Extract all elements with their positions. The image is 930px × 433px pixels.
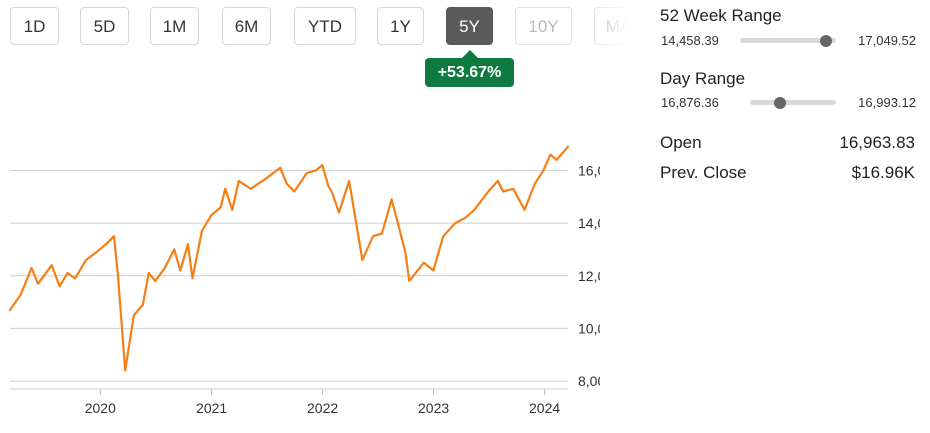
range-button-5d[interactable]: 5D [80, 7, 129, 45]
range-button-1y[interactable]: 1Y [377, 7, 424, 45]
price-chart: 8,000 10,000 12,000 14,000 16,000 2020 2021 202… [8, 145, 600, 416]
open-label: Open [660, 133, 702, 152]
prev-close-value: $16.96K [851, 163, 915, 182]
range-selector: 1D5D1M6MYTD1Y5Y10YMAX [10, 7, 642, 47]
prev-close-label: Prev. Close [660, 163, 747, 182]
x-tick-label: 2024 [529, 400, 560, 416]
week52-marker [820, 34, 833, 47]
range-overflow-fade [594, 7, 642, 47]
day-range-marker [774, 96, 787, 109]
y-tick-label: 12,000 [578, 268, 600, 284]
week52-low: 14,458.39 [661, 33, 719, 48]
week52-track [740, 34, 836, 47]
range-button-1m[interactable]: 1M [150, 7, 199, 45]
range-button-6m[interactable]: 6M [222, 7, 271, 45]
range-button-1d[interactable]: 1D [10, 7, 59, 45]
change-badge: +53.67% [425, 50, 514, 87]
day-range-high: 16,993.12 [858, 95, 916, 110]
y-tick-label: 8,000 [578, 373, 600, 389]
y-tick-label: 14,000 [578, 215, 600, 231]
range-button-5y[interactable]: 5Y [446, 7, 493, 45]
x-tick-label: 2022 [307, 400, 338, 416]
x-tick-label: 2020 [85, 400, 116, 416]
week52-title: 52 Week Range [660, 6, 782, 25]
week52-high: 17,049.52 [858, 33, 916, 48]
day-range-track [750, 96, 836, 109]
range-button-10y[interactable]: 10Y [515, 7, 572, 45]
day-range-title: Day Range [660, 69, 746, 88]
x-tick-label: 2021 [196, 400, 227, 416]
range-button-ytd[interactable]: YTD [294, 7, 356, 45]
open-value: 16,963.83 [839, 133, 915, 152]
y-tick-label: 10,000 [578, 320, 600, 336]
y-tick-label: 16,000 [578, 162, 600, 178]
day-range-low: 16,876.36 [661, 95, 719, 110]
x-tick-label: 2023 [418, 400, 449, 416]
price-series-line [8, 145, 570, 372]
